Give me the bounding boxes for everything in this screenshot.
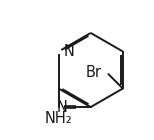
Text: N: N bbox=[63, 44, 74, 59]
Text: N: N bbox=[56, 100, 67, 115]
Text: Br: Br bbox=[85, 65, 101, 80]
Text: NH₂: NH₂ bbox=[45, 111, 73, 126]
